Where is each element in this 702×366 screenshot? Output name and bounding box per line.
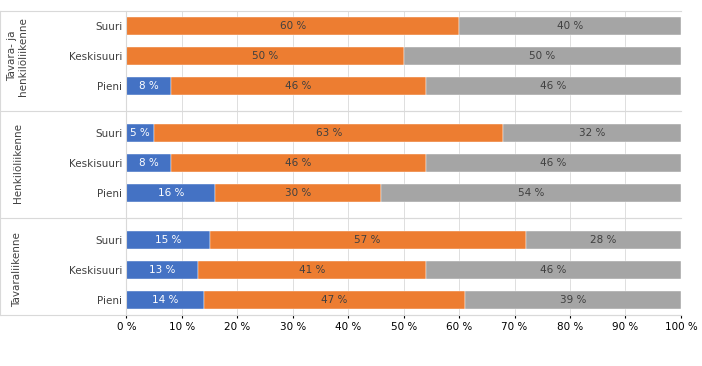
Bar — [171, 77, 426, 95]
Text: 50 %: 50 % — [529, 51, 555, 61]
Bar — [126, 17, 459, 35]
Bar — [503, 124, 681, 142]
Bar — [126, 261, 199, 279]
Text: 46 %: 46 % — [541, 158, 567, 168]
Text: Henkilöliikenne: Henkilöliikenne — [13, 123, 22, 203]
Text: 15 %: 15 % — [154, 235, 181, 244]
Text: 41 %: 41 % — [299, 265, 325, 274]
Bar — [209, 231, 526, 249]
Bar — [426, 261, 681, 279]
Bar — [126, 47, 404, 65]
Text: 28 %: 28 % — [590, 235, 616, 244]
Text: 8 %: 8 % — [139, 158, 159, 168]
Text: 46 %: 46 % — [285, 81, 312, 91]
Text: 5 %: 5 % — [131, 128, 150, 138]
Text: 54 %: 54 % — [518, 188, 544, 198]
Text: 30 %: 30 % — [285, 188, 312, 198]
Text: 46 %: 46 % — [285, 158, 312, 168]
Bar — [154, 124, 503, 142]
Bar — [381, 184, 681, 202]
Text: 50 %: 50 % — [252, 51, 278, 61]
Text: 14 %: 14 % — [152, 295, 178, 305]
Text: Tavaraliikenne: Tavaraliikenne — [13, 232, 22, 307]
Bar — [465, 291, 681, 309]
Text: 8 %: 8 % — [139, 81, 159, 91]
Text: 13 %: 13 % — [150, 265, 176, 274]
Bar — [199, 261, 426, 279]
Text: 16 %: 16 % — [157, 188, 184, 198]
Text: Tavara- ja
henkilöliikenne: Tavara- ja henkilöliikenne — [7, 17, 28, 96]
Bar — [426, 154, 681, 172]
Bar — [126, 184, 215, 202]
Text: 40 %: 40 % — [557, 21, 583, 31]
Text: 63 %: 63 % — [316, 128, 342, 138]
Bar — [215, 184, 381, 202]
Text: 57 %: 57 % — [355, 235, 380, 244]
Bar — [426, 77, 681, 95]
Text: 39 %: 39 % — [559, 295, 586, 305]
Bar — [126, 291, 204, 309]
Bar — [126, 124, 154, 142]
Text: 46 %: 46 % — [541, 81, 567, 91]
Bar — [126, 154, 171, 172]
Bar — [126, 231, 209, 249]
Bar — [171, 154, 426, 172]
Bar — [526, 231, 681, 249]
Bar — [126, 77, 171, 95]
Bar — [204, 291, 465, 309]
Bar — [404, 47, 681, 65]
Bar — [459, 17, 681, 35]
Text: 60 %: 60 % — [279, 21, 306, 31]
Text: 46 %: 46 % — [541, 265, 567, 274]
Text: 47 %: 47 % — [321, 295, 347, 305]
Text: 32 %: 32 % — [579, 128, 605, 138]
